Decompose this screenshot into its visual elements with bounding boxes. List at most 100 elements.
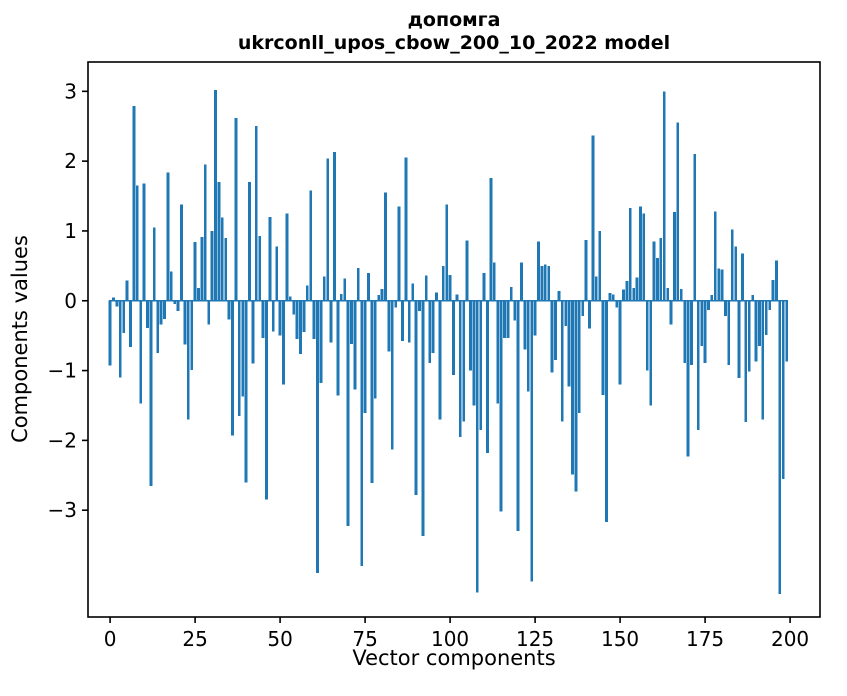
chart-subtitle: ukrconll_upos_cbow_200_10_2022 model bbox=[238, 32, 670, 54]
bar bbox=[584, 240, 588, 301]
bar bbox=[237, 300, 241, 416]
bar bbox=[254, 126, 258, 301]
bar bbox=[316, 300, 319, 574]
bar bbox=[152, 227, 156, 301]
bar bbox=[560, 300, 564, 422]
bar bbox=[139, 300, 143, 404]
x-tick-label: 25 bbox=[182, 627, 207, 651]
bar bbox=[217, 182, 221, 301]
bar bbox=[275, 246, 279, 301]
bar bbox=[251, 300, 255, 364]
bar bbox=[146, 300, 149, 328]
bar bbox=[384, 192, 387, 301]
bar bbox=[193, 242, 197, 301]
bar bbox=[122, 300, 126, 333]
bar bbox=[509, 286, 513, 301]
bar bbox=[713, 211, 717, 301]
y-axis-label: Components values bbox=[8, 235, 32, 443]
bar bbox=[744, 300, 748, 423]
bar bbox=[390, 300, 394, 450]
bar bbox=[319, 300, 323, 384]
x-tick-label: 75 bbox=[352, 627, 377, 651]
bar bbox=[730, 229, 734, 301]
bar bbox=[635, 277, 639, 301]
chart-title: допомга bbox=[408, 9, 501, 31]
bar bbox=[424, 275, 428, 301]
y-tick-label: −1 bbox=[48, 359, 77, 383]
plot-border bbox=[87, 61, 821, 618]
bar bbox=[210, 230, 214, 301]
bar bbox=[200, 237, 204, 301]
bar bbox=[482, 272, 486, 301]
bar bbox=[594, 276, 598, 301]
bar bbox=[649, 300, 653, 406]
bar bbox=[659, 237, 663, 301]
bar bbox=[526, 300, 530, 392]
bar bbox=[679, 288, 683, 301]
bar bbox=[407, 300, 411, 343]
bar bbox=[244, 300, 248, 483]
bar bbox=[142, 183, 146, 301]
bar bbox=[608, 293, 612, 301]
bar bbox=[785, 300, 789, 362]
bar bbox=[452, 300, 455, 375]
bar bbox=[615, 300, 619, 308]
bar bbox=[571, 300, 574, 475]
bar bbox=[472, 300, 476, 406]
bar bbox=[373, 300, 377, 399]
bar bbox=[135, 185, 139, 301]
bar bbox=[108, 300, 112, 366]
bar bbox=[428, 300, 432, 363]
bar bbox=[336, 300, 340, 396]
bar bbox=[577, 300, 581, 414]
bar bbox=[465, 240, 469, 301]
bar bbox=[628, 207, 632, 301]
bar bbox=[581, 300, 585, 317]
y-tick-label: 2 bbox=[64, 149, 77, 173]
bar bbox=[431, 300, 435, 354]
bar bbox=[703, 300, 707, 363]
x-tick-label: 175 bbox=[686, 627, 724, 651]
bar bbox=[173, 300, 177, 305]
bar bbox=[764, 300, 768, 335]
bar bbox=[292, 300, 296, 315]
x-tick-label: 150 bbox=[601, 627, 639, 651]
bar bbox=[241, 300, 245, 397]
bar bbox=[190, 300, 194, 370]
bar bbox=[696, 300, 700, 430]
bar bbox=[329, 300, 333, 343]
bar bbox=[666, 288, 670, 301]
bar bbox=[305, 285, 309, 301]
bar bbox=[523, 300, 527, 350]
bar bbox=[652, 241, 656, 301]
x-tick-label: 0 bbox=[104, 627, 117, 651]
bar bbox=[676, 122, 680, 301]
bar bbox=[513, 300, 517, 321]
bar bbox=[537, 241, 540, 301]
bar bbox=[639, 206, 642, 301]
bar bbox=[754, 300, 758, 362]
bar bbox=[543, 264, 547, 301]
bar bbox=[686, 300, 690, 457]
bar bbox=[183, 300, 187, 345]
bar bbox=[129, 300, 132, 347]
bars-group bbox=[108, 89, 789, 594]
bar bbox=[220, 217, 224, 301]
bar bbox=[530, 300, 534, 582]
bar bbox=[781, 300, 785, 479]
bar bbox=[180, 204, 183, 301]
x-tick-label: 100 bbox=[431, 627, 469, 651]
bar bbox=[564, 300, 568, 326]
bar bbox=[387, 300, 391, 352]
bar bbox=[540, 265, 544, 301]
bar bbox=[496, 300, 500, 404]
bar bbox=[768, 300, 772, 310]
bar bbox=[411, 283, 415, 301]
bar bbox=[533, 300, 537, 336]
bar bbox=[125, 280, 129, 301]
x-axis-label: Vector components bbox=[352, 646, 555, 670]
bar bbox=[203, 164, 207, 301]
x-tick-label: 200 bbox=[771, 627, 809, 651]
bar bbox=[642, 213, 646, 301]
bar bbox=[322, 276, 326, 301]
